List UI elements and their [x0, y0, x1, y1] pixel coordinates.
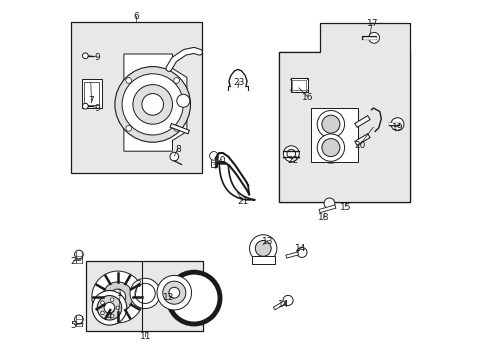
Circle shape: [209, 152, 218, 160]
Circle shape: [325, 120, 335, 129]
Polygon shape: [215, 153, 249, 194]
Circle shape: [321, 115, 339, 133]
Text: 12: 12: [163, 292, 174, 302]
Text: 21: 21: [237, 197, 248, 206]
Bar: [84, 82, 99, 105]
Circle shape: [168, 272, 220, 324]
Circle shape: [283, 295, 292, 305]
Bar: [310, 108, 357, 162]
Text: 9: 9: [94, 104, 100, 112]
Text: 9: 9: [94, 53, 100, 62]
Polygon shape: [123, 54, 186, 151]
Text: 3: 3: [135, 280, 141, 289]
Circle shape: [368, 32, 379, 43]
Circle shape: [324, 198, 334, 209]
Circle shape: [110, 314, 114, 318]
Circle shape: [317, 111, 344, 138]
Circle shape: [75, 315, 83, 324]
Bar: [290, 78, 307, 92]
Circle shape: [163, 281, 185, 304]
Bar: [292, 80, 305, 90]
Circle shape: [133, 85, 172, 124]
Circle shape: [122, 74, 183, 135]
Bar: [251, 256, 274, 264]
Circle shape: [92, 271, 143, 323]
Circle shape: [321, 139, 339, 157]
Text: 1: 1: [117, 289, 123, 298]
Text: 15: 15: [339, 202, 350, 211]
Bar: [211, 156, 216, 167]
Bar: [86, 261, 203, 331]
Circle shape: [92, 291, 126, 325]
Bar: [71, 22, 202, 173]
Circle shape: [283, 146, 299, 162]
Circle shape: [114, 293, 121, 301]
Circle shape: [135, 283, 155, 303]
Text: 14: 14: [278, 300, 289, 309]
Text: 16: 16: [301, 93, 313, 102]
Text: 6: 6: [133, 12, 139, 21]
Polygon shape: [278, 23, 409, 202]
Circle shape: [321, 115, 339, 133]
Text: 17: 17: [366, 19, 377, 28]
Circle shape: [125, 78, 131, 84]
Circle shape: [177, 94, 189, 107]
Circle shape: [249, 235, 276, 262]
Circle shape: [75, 250, 83, 259]
Circle shape: [317, 134, 344, 161]
Circle shape: [317, 136, 344, 163]
Text: 5: 5: [70, 321, 76, 330]
Text: 10: 10: [215, 156, 226, 165]
Text: 19: 19: [391, 123, 403, 132]
Circle shape: [296, 247, 306, 257]
Circle shape: [104, 302, 115, 313]
Circle shape: [125, 125, 131, 131]
Circle shape: [110, 298, 114, 301]
Text: 18: 18: [317, 213, 329, 222]
Circle shape: [170, 152, 178, 161]
Text: 7: 7: [88, 96, 94, 105]
Circle shape: [173, 78, 179, 84]
Text: 14: 14: [294, 244, 305, 253]
Circle shape: [168, 287, 179, 298]
Circle shape: [321, 140, 339, 158]
Text: 20: 20: [353, 141, 365, 150]
Text: 4: 4: [106, 312, 112, 321]
Text: 8: 8: [175, 145, 181, 154]
Circle shape: [255, 240, 270, 256]
Circle shape: [82, 103, 88, 109]
Text: 11: 11: [140, 332, 151, 341]
Circle shape: [97, 296, 122, 320]
Circle shape: [130, 278, 160, 309]
Polygon shape: [219, 164, 255, 200]
Circle shape: [110, 289, 125, 305]
Text: 2: 2: [71, 256, 76, 265]
Circle shape: [101, 301, 104, 305]
Circle shape: [82, 53, 88, 59]
Text: 23: 23: [233, 78, 244, 87]
Bar: [81, 79, 102, 108]
Circle shape: [286, 149, 295, 158]
Text: 13: 13: [262, 237, 273, 246]
Circle shape: [102, 282, 133, 312]
Circle shape: [317, 111, 344, 138]
Circle shape: [115, 67, 190, 142]
Circle shape: [101, 311, 104, 315]
Circle shape: [325, 145, 335, 154]
Circle shape: [157, 275, 191, 310]
Text: 22: 22: [287, 156, 298, 165]
Circle shape: [390, 118, 403, 131]
Circle shape: [142, 94, 163, 115]
Bar: [278, 52, 409, 202]
Circle shape: [116, 306, 120, 310]
Circle shape: [173, 125, 179, 131]
